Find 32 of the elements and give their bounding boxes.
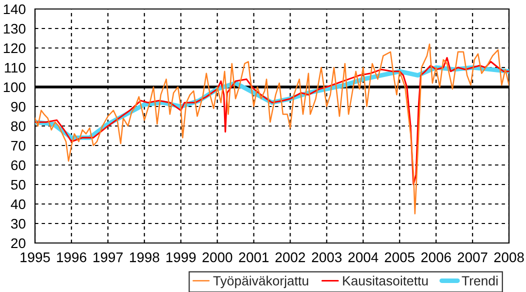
y-tick-label: 80 xyxy=(11,121,26,132)
line-series xyxy=(35,43,509,214)
x-tick-label: 2005 xyxy=(384,252,414,262)
x-tick-label: 2001 xyxy=(239,252,269,262)
y-tick-label: 60 xyxy=(11,160,26,170)
x-tick-label: 1997 xyxy=(94,252,123,262)
legend-label: Trendi xyxy=(462,276,498,286)
x-tick-label: 2006 xyxy=(421,252,451,262)
y-tick-label: 20 xyxy=(11,238,26,248)
y-tick-label: 40 xyxy=(10,199,26,210)
x-tick-label: 2000 xyxy=(202,252,232,262)
x-tick-label: 1998 xyxy=(130,252,160,262)
y-tick-label: 100 xyxy=(4,82,26,92)
x-tick-label: 2002 xyxy=(275,252,305,262)
legend-label: Työpäiväkorjattu xyxy=(213,276,308,288)
x-tick-label: 2008 xyxy=(494,252,524,262)
line-series xyxy=(35,56,509,186)
y-tick-label: 140 xyxy=(4,4,26,14)
y-tick-label: 130 xyxy=(4,24,26,34)
y-tick-label: 120 xyxy=(4,43,26,54)
y-tick-label: 50 xyxy=(11,180,26,190)
y-tick-label: 110 xyxy=(4,62,26,73)
legend-label: Kausitasoitettu xyxy=(343,276,428,286)
x-tick-label: 2004 xyxy=(348,252,378,262)
x-tick-label: 1995 xyxy=(20,252,50,262)
x-tick-label: 1999 xyxy=(166,252,196,262)
x-tick-label: 2007 xyxy=(458,252,488,262)
y-tick-label: 30 xyxy=(11,218,26,229)
y-tick-label: 90 xyxy=(11,102,26,112)
x-tick-label: 1996 xyxy=(57,252,86,262)
x-tick-label: 2003 xyxy=(312,252,342,262)
y-tick-label: 70 xyxy=(11,140,26,151)
